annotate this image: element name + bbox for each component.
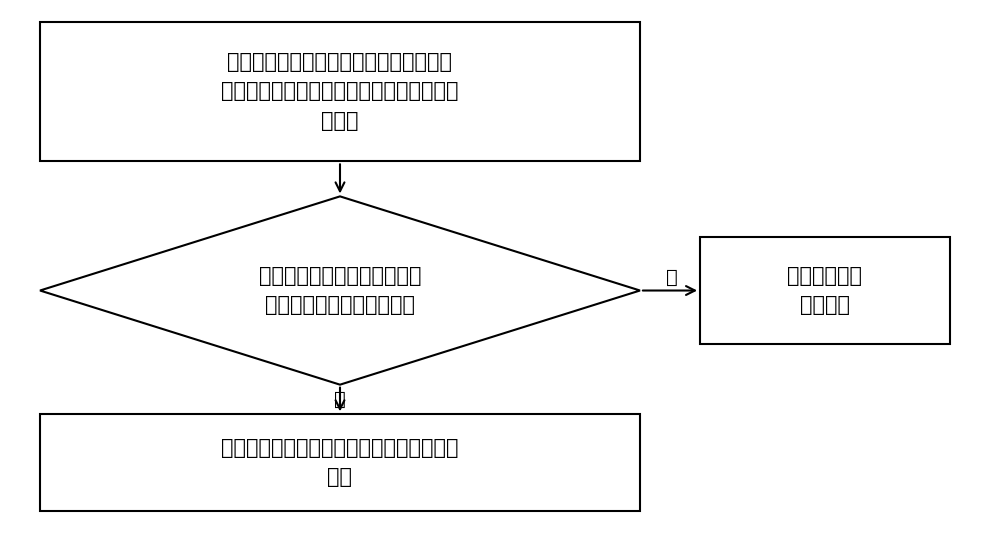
Polygon shape	[40, 196, 640, 385]
Bar	[40, 22, 640, 161]
Text: 将非接触测温设备移动到下一测量位置进行
检测: 将非接触测温设备移动到下一测量位置进行 检测	[221, 438, 459, 487]
Bar	[40, 414, 640, 511]
Text: 将非接触测温设备移动到其中一个测量位
置，对该测量位置对应的待检测区域进行温
度检测: 将非接触测温设备移动到其中一个测量位 置，对该测量位置对应的待检测区域进行温 度…	[221, 52, 459, 131]
Text: 非接触测温设
备不移动: 非接触测温设 备不移动	[788, 266, 862, 315]
Bar	[700, 237, 950, 344]
Text: 判断非接触测温设备的检测时
间是否达到设定的时间阈值: 判断非接触测温设备的检测时 间是否达到设定的时间阈值	[259, 266, 421, 315]
Text: 是: 是	[334, 390, 346, 409]
Text: 否: 否	[666, 267, 678, 287]
